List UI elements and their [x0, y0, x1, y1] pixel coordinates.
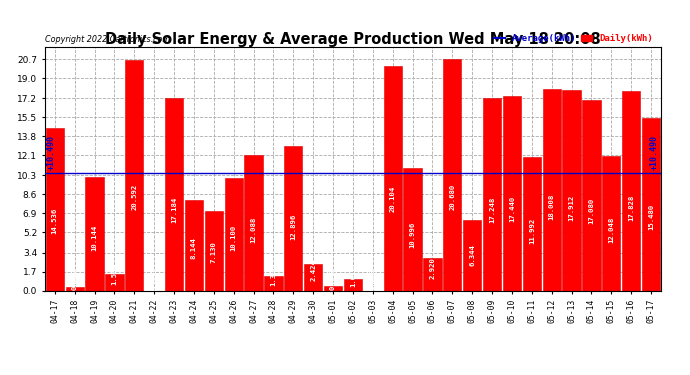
Text: 8.144: 8.144	[191, 237, 197, 259]
Bar	[244, 156, 263, 291]
Text: 10.996: 10.996	[410, 221, 415, 248]
Bar	[483, 98, 501, 291]
Text: 0.000: 0.000	[370, 268, 376, 290]
Text: 17.440: 17.440	[509, 196, 515, 222]
Bar	[125, 60, 144, 291]
Text: 17.912: 17.912	[569, 194, 575, 220]
Bar	[86, 177, 104, 291]
Text: 1.308: 1.308	[270, 264, 277, 285]
Text: Copyright 2022 Cartronics.com: Copyright 2022 Cartronics.com	[45, 36, 170, 45]
Bar	[384, 66, 402, 291]
Text: 11.992: 11.992	[529, 217, 535, 244]
Text: 7.130: 7.130	[211, 241, 217, 263]
Bar	[542, 89, 561, 291]
Text: 20.104: 20.104	[390, 186, 395, 212]
Bar	[324, 286, 342, 291]
Bar	[284, 146, 302, 291]
Text: 1.504: 1.504	[111, 263, 117, 285]
Bar	[582, 100, 600, 291]
Text: 10.100: 10.100	[230, 225, 237, 251]
Bar	[463, 220, 482, 291]
Text: 12.896: 12.896	[290, 214, 296, 240]
Bar	[344, 279, 362, 291]
Bar	[562, 90, 581, 291]
Text: 2.920: 2.920	[429, 257, 435, 279]
Text: 18.008: 18.008	[549, 194, 555, 220]
Title: Daily Solar Energy & Average Production Wed May 18 20:08: Daily Solar Energy & Average Production …	[105, 32, 601, 47]
Text: 12.048: 12.048	[609, 217, 614, 243]
Bar	[304, 264, 322, 291]
Bar	[106, 274, 124, 291]
Text: 0.312: 0.312	[72, 268, 78, 290]
Legend: Average(kWh), Daily(kWh): Average(kWh), Daily(kWh)	[491, 31, 656, 47]
Bar	[224, 178, 243, 291]
Text: 17.080: 17.080	[589, 198, 595, 224]
Text: 20.680: 20.680	[449, 183, 455, 210]
Bar	[165, 99, 183, 291]
Text: 1.016: 1.016	[350, 265, 356, 286]
Bar	[443, 59, 462, 291]
Text: 14.536: 14.536	[52, 207, 58, 234]
Text: 15.480: 15.480	[648, 204, 654, 230]
Text: +10.490: +10.490	[650, 135, 659, 170]
Text: 12.088: 12.088	[250, 217, 257, 243]
Bar	[205, 211, 223, 291]
Text: 0.448: 0.448	[330, 268, 336, 290]
Bar	[46, 128, 64, 291]
Bar	[642, 117, 660, 291]
Text: 17.248: 17.248	[489, 197, 495, 223]
Bar	[503, 96, 521, 291]
Bar	[404, 168, 422, 291]
Bar	[622, 91, 640, 291]
Bar	[264, 276, 283, 291]
Text: 0.000: 0.000	[151, 268, 157, 290]
Text: 2.424: 2.424	[310, 259, 316, 281]
Text: 6.344: 6.344	[469, 244, 475, 266]
Text: 20.592: 20.592	[131, 184, 137, 210]
Text: 17.184: 17.184	[171, 197, 177, 223]
Text: 17.828: 17.828	[628, 195, 634, 221]
Bar	[423, 258, 442, 291]
Bar	[523, 156, 541, 291]
Text: +10.490: +10.490	[47, 135, 56, 170]
Bar	[66, 287, 83, 291]
Bar	[185, 200, 203, 291]
Bar	[602, 156, 620, 291]
Text: 10.144: 10.144	[92, 225, 97, 251]
